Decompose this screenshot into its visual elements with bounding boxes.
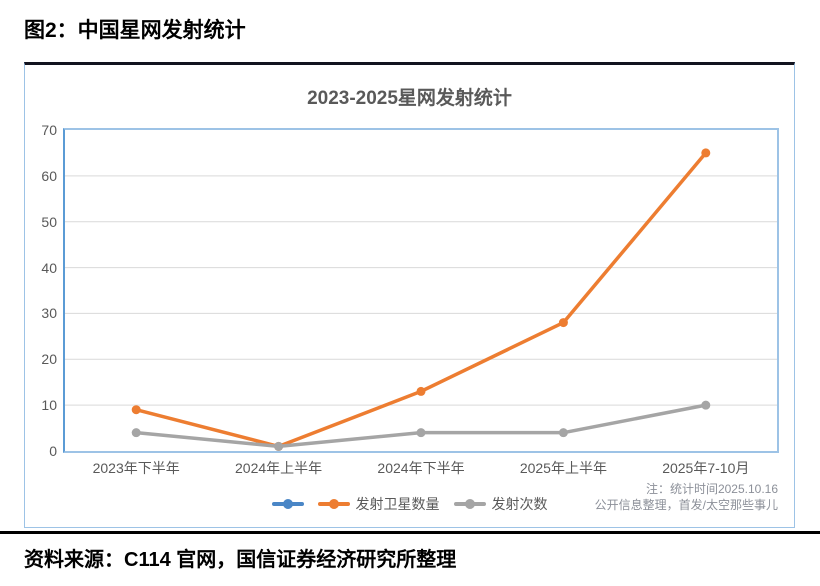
chart-note-line2: 公开信息整理，首发/太空那些事儿: [594, 498, 778, 512]
legend-item-0: [271, 498, 304, 510]
x-tick-label: 2023年下半年: [92, 460, 180, 476]
y-tick-label: 20: [41, 351, 57, 368]
chart-title: 2023-2025星网发射统计: [307, 88, 512, 109]
legend-label: 发射卫星数量: [355, 496, 440, 512]
series-line-1: [135, 151, 708, 449]
plot-area: [63, 128, 779, 453]
data-point: [416, 428, 426, 438]
y-tick-label: 50: [41, 213, 57, 230]
chart-container: 2023-2025星网发射统计 0 10 20 30 40 50 60 70 2023年下半年…: [24, 62, 795, 528]
y-tick-label: 30: [41, 305, 57, 322]
data-point: [701, 148, 711, 158]
data-point: [274, 441, 284, 451]
y-tick-label: 40: [41, 259, 57, 276]
legend-marker-icon: [453, 498, 486, 510]
legend-marker-icon: [317, 498, 350, 510]
source-note: 资料来源：C114 官网，国信证券经济研究所整理: [24, 549, 457, 571]
legend-item-1: 发射卫星数量: [317, 494, 440, 514]
data-point: [701, 400, 711, 410]
y-tick-label: 10: [41, 397, 57, 414]
data-point: [131, 405, 141, 415]
line-chart-canvas: [65, 148, 777, 451]
x-tick-label: 2024年下半年: [377, 460, 465, 476]
data-point: [558, 428, 568, 438]
data-point: [558, 318, 568, 328]
y-tick-label: 0: [49, 443, 57, 459]
bottom-divider: [0, 531, 820, 534]
figure-label: 图2：中国星网发射统计: [24, 19, 246, 42]
x-tick-label: 2024年上半年: [235, 460, 323, 476]
data-point: [131, 428, 141, 438]
legend-item-2: 发射次数: [453, 494, 548, 514]
series-line-2: [136, 403, 707, 449]
chart-legend: 发射卫星数量 发射次数: [25, 494, 794, 514]
y-tick-label: 70: [41, 122, 57, 138]
x-tick-label: 2025年上半年: [519, 460, 607, 476]
data-point: [416, 386, 426, 396]
x-tick-label: 2025年7-10月: [662, 460, 750, 476]
chart-note: 注：统计时间2025.10.16 公开信息整理，首发/太空那些事儿: [595, 481, 778, 513]
legend-label: 发射次数: [491, 496, 548, 512]
legend-marker-icon: [271, 498, 304, 510]
y-tick-label: 60: [41, 167, 57, 184]
chart-note-line1: 注：统计时间2025.10.16: [645, 482, 778, 496]
